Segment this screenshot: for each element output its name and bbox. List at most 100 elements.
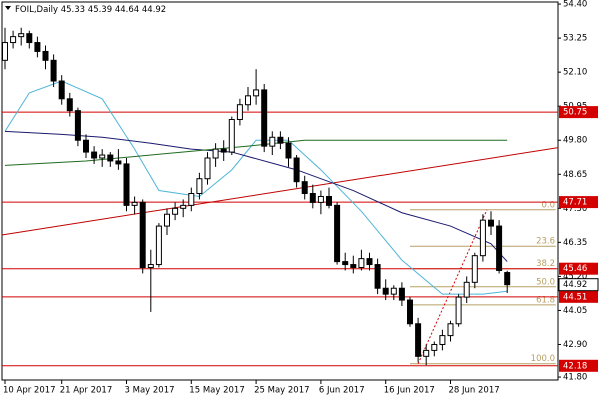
level-tag-label: 44.51 [563,292,587,302]
candle-body [253,89,260,97]
candle-body [334,204,341,263]
y-tick-label: 48.65 [563,170,587,180]
candle-body [293,157,300,183]
candle-body [431,343,438,351]
candle-body [10,36,17,44]
candle-body [504,272,511,286]
y-tick-label: 52.10 [563,68,587,78]
candle-body [463,281,470,298]
candle-body [374,264,381,289]
candle-body [66,98,73,112]
candle-body [139,201,146,269]
candle-body [277,136,284,144]
y-tick-label: 49.80 [563,136,587,146]
y-tick-label: 53.25 [563,34,587,44]
candle-body [245,95,251,106]
y-tick-label: 42.90 [563,340,587,350]
candle-body [196,178,203,195]
candle-body [131,201,138,206]
level-tag-label: 45.46 [563,264,587,274]
x-tick-label: 3 May 2017 [125,386,175,396]
candle-body [479,219,486,257]
y-tick-label: 41.80 [563,373,587,383]
x-tick-label: 21 Apr 2017 [60,386,113,396]
candle-body [398,287,405,301]
candle-body [18,33,25,38]
candle-body [180,204,187,209]
candle-body [34,42,41,52]
candle-body [366,258,373,266]
fib-label: 100.0 [531,354,555,364]
level-tag [559,106,598,119]
y-tick-label: 45.20 [563,272,587,282]
moving-average [4,139,508,166]
candle-body [390,287,397,295]
candle-body [423,349,430,357]
fib-label: 61.8 [536,295,555,305]
candle-body [488,219,494,227]
candle-body [107,154,114,162]
menu-triangle [5,6,11,10]
header-open: 45.33 [61,5,85,15]
candle-body [261,89,268,147]
fib-label: 38.2 [536,259,555,269]
y-tick-label: 44.05 [563,306,587,316]
candle-body [42,50,49,61]
candle-body [285,142,292,159]
candle-body [317,195,324,203]
candle-body [83,139,89,153]
candle-body [147,264,154,269]
candle-body [228,119,235,153]
x-tick-label: 16 Jun 2017 [384,386,435,396]
x-tick-label: 28 Jun 2017 [449,386,500,396]
fib-label: 50.0 [536,277,555,287]
candle-body [447,323,454,337]
header-close: 44.92 [142,5,166,15]
candle-body [407,299,413,325]
level-tag-label: 50.75 [563,108,587,118]
price-tag [558,278,599,292]
y-tick-label: 47.50 [563,204,587,214]
candle-body [358,258,365,269]
candle-body [26,33,33,44]
candle-body [58,80,65,100]
fib-label: 0.0 [541,200,555,210]
y-tick-label: 54.40 [563,0,587,10]
level-tag [559,262,598,275]
candle-body [269,136,276,147]
candle-body [326,195,332,206]
candle-body [471,255,478,283]
candle-body [50,59,57,82]
candle-body [496,225,503,271]
candle-body [2,42,8,61]
x-tick-label: 25 May 2017 [254,386,309,396]
candle-body [415,323,422,357]
candle-body [123,163,130,206]
candle-body [164,213,170,227]
candle-body [115,160,122,165]
candle-body [188,193,195,206]
x-tick-label: 10 Apr 2017 [3,386,56,396]
header-high: 45.39 [88,5,112,15]
candle-body [155,225,162,266]
plot-frame [1,1,559,381]
candle-body [309,193,316,203]
level-tag [559,290,598,303]
candle-body [439,335,446,345]
candle-body [382,287,389,295]
fib-diagonal [417,209,488,364]
candle-body [212,148,219,159]
chart-header: FOIL,Daily 45.33 45.39 44.64 44.92 [15,5,166,15]
symbol: FOIL,Daily [15,5,58,15]
x-tick-label: 6 Jun 2017 [319,386,365,396]
candle-body [74,110,81,141]
candle-body [220,148,227,153]
candle-body [204,157,211,180]
level-tag-label: 42.18 [563,361,587,371]
candle-body [172,207,179,215]
trendline [1,147,559,236]
fib-label: 23.6 [536,237,555,247]
